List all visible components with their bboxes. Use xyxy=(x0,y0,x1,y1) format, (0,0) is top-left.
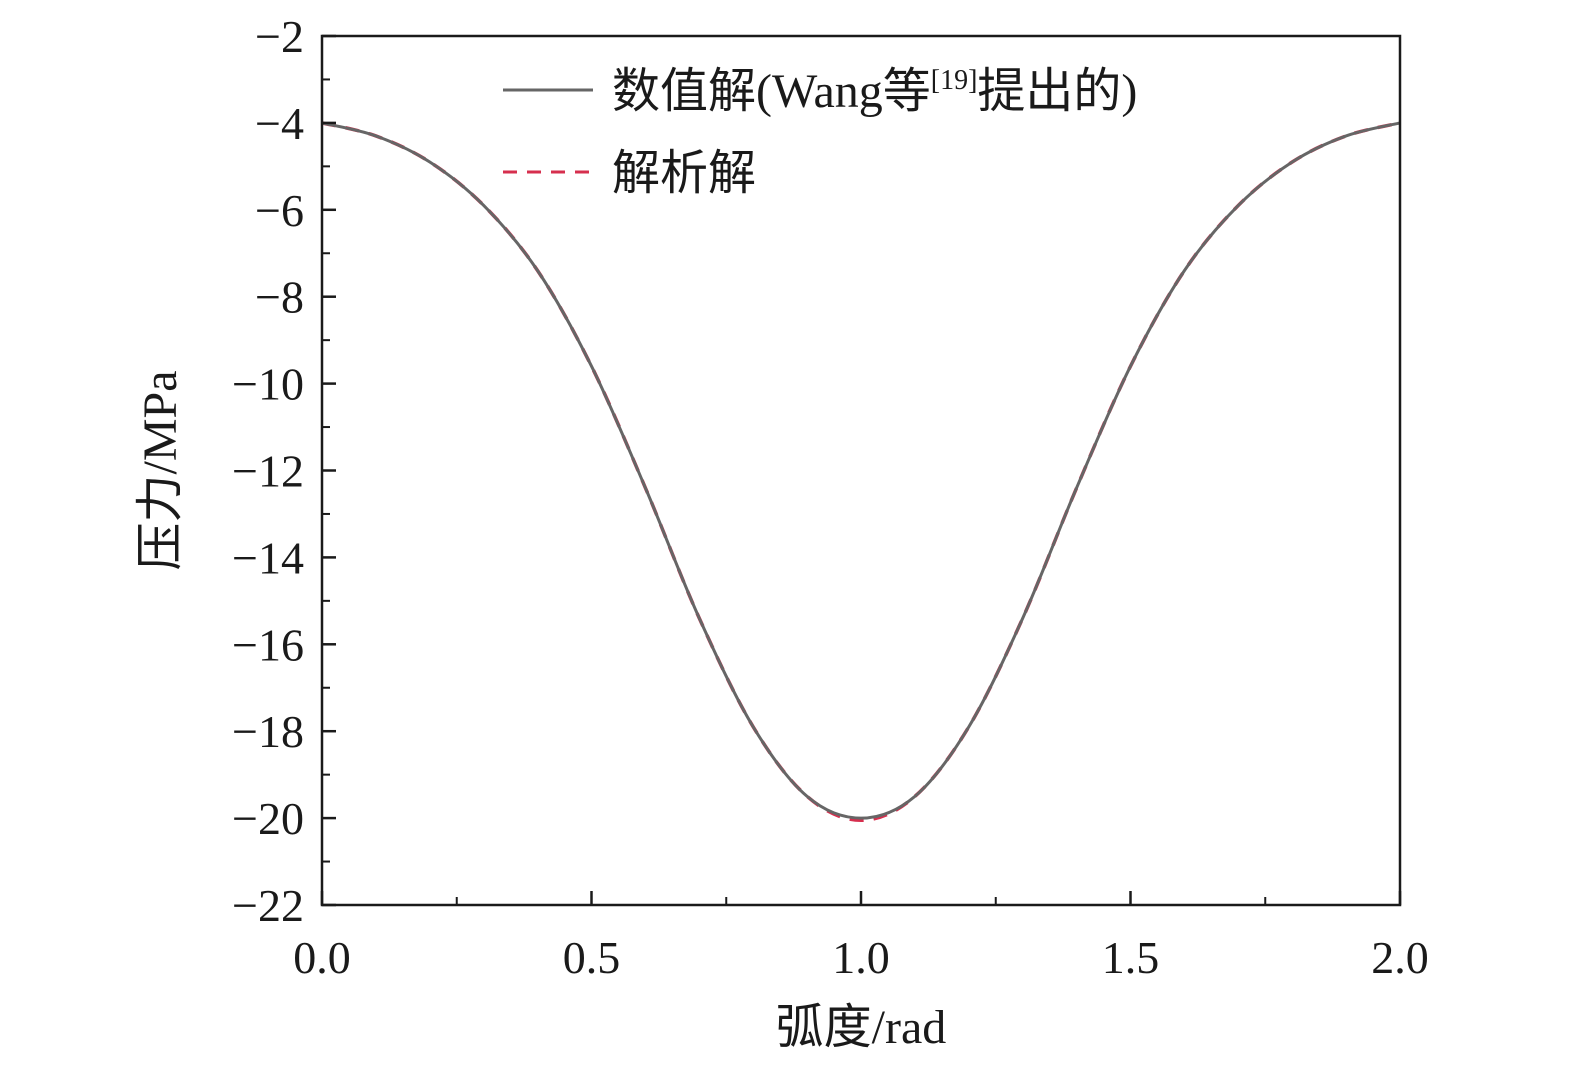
plot-area xyxy=(321,121,1401,823)
legend-label-analytical: 解析解 xyxy=(612,147,756,200)
plot-frame xyxy=(320,34,1402,907)
y-tick-label: −22 xyxy=(232,880,304,931)
x-tick-label: 0.5 xyxy=(563,932,621,983)
y-tick-label: −20 xyxy=(232,793,304,844)
legend: 数值解(Wang等[19]提出的) 解析解 xyxy=(503,65,1137,200)
series-line-analytical xyxy=(321,121,1401,823)
y-tick-label: −18 xyxy=(232,706,304,757)
legend-label-numerical-tail: 提出的) xyxy=(977,65,1137,118)
y-tick-label: −10 xyxy=(232,359,304,410)
x-tick-label: 1.5 xyxy=(1102,932,1160,983)
y-tick-label: −2 xyxy=(255,11,304,62)
series-line-numerical xyxy=(321,121,1401,820)
legend-label-numerical-main: 数值解(Wang等 xyxy=(612,65,931,118)
y-axis-title: 压力/MPa xyxy=(134,370,187,570)
y-tick-label: −12 xyxy=(232,446,304,497)
x-axis-title: 弧度/rad xyxy=(776,1001,947,1054)
y-tick-label: −6 xyxy=(255,185,304,236)
y-tick-label: −8 xyxy=(255,272,304,323)
x-tick-label: 2.0 xyxy=(1371,932,1429,983)
y-tick-label: −4 xyxy=(255,98,304,149)
y-tick-label: −14 xyxy=(232,532,304,583)
x-axis: 0.0 0.5 1.0 1.5 2.0 xyxy=(293,891,1429,983)
y-axis: −2 −4 −6 −8 −10 −12 −14 −16 −18 −20 −22 xyxy=(232,11,336,931)
legend-label-numerical-citation: [19] xyxy=(931,65,978,96)
x-tick-label: 0.0 xyxy=(293,932,351,983)
y-tick-label: −16 xyxy=(232,619,304,670)
x-tick-label: 1.0 xyxy=(832,932,890,983)
legend-label-numerical: 数值解(Wang等[19]提出的) xyxy=(612,65,1137,118)
